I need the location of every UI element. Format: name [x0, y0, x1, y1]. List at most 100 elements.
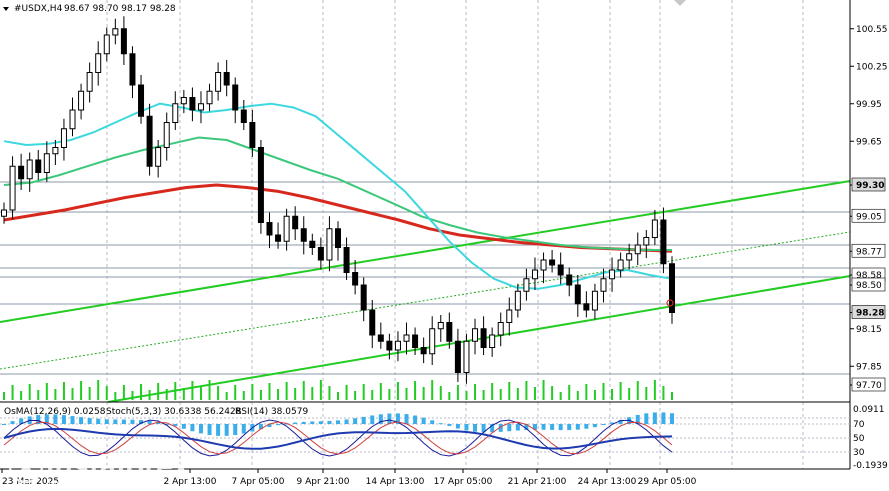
volume-bar	[37, 390, 40, 400]
candle	[446, 312, 453, 349]
osma-bar	[438, 423, 443, 425]
candle	[146, 103, 153, 176]
volume-bar	[671, 392, 673, 400]
indicator-level-30: 30	[853, 448, 865, 458]
volume-bar	[396, 382, 399, 400]
volume-bar	[285, 382, 288, 400]
volume-bar	[431, 380, 434, 400]
brand-name: instaforex	[46, 450, 190, 483]
time-tick-label: 17 Apr 05:00	[434, 477, 493, 487]
candle	[240, 100, 247, 130]
candle	[163, 112, 170, 161]
ma-fast-cyan-line	[3, 102, 673, 290]
osma-bar	[53, 414, 58, 424]
osma-bar	[652, 412, 657, 424]
volume-bar	[311, 387, 314, 400]
volume-bar	[3, 392, 5, 400]
candle	[292, 206, 299, 240]
candle	[669, 256, 675, 324]
candle	[489, 327, 496, 357]
price-tick-label: 100.25	[856, 62, 888, 72]
ohlc-values: 98.67 98.70 98.17 98.28	[64, 4, 176, 14]
volume-bar	[525, 381, 528, 400]
candle	[660, 207, 667, 274]
volume-bar	[568, 385, 571, 400]
candle	[472, 318, 479, 355]
volume-bar	[593, 390, 596, 400]
osma-bar	[532, 424, 537, 430]
osma-bar	[233, 424, 238, 436]
osma-bar	[284, 423, 289, 425]
brand-watermark: instaforex Instant Forex Trading	[8, 448, 190, 490]
price-level-box	[851, 243, 886, 258]
volume-bar	[20, 391, 23, 400]
candle	[617, 252, 624, 278]
volume-bar	[199, 387, 202, 400]
volume-bar	[268, 383, 271, 400]
candle	[651, 210, 658, 245]
volume-bar	[182, 388, 185, 400]
indicator-level-70: 70	[853, 420, 865, 430]
price-tick-label: 98.77	[856, 247, 882, 257]
candles	[1, 16, 675, 384]
osma-bar	[404, 414, 409, 424]
candle	[283, 208, 290, 251]
candle	[215, 62, 222, 101]
osma-bar	[353, 418, 358, 424]
candle	[223, 60, 230, 97]
volume-bar	[165, 389, 168, 400]
candle	[180, 90, 187, 114]
channel-mid	[0, 231, 851, 370]
price-level-box	[851, 305, 886, 319]
osma-bar	[301, 421, 306, 424]
osma-bar	[216, 424, 221, 436]
osma-bar	[96, 418, 101, 424]
osma-bar	[490, 424, 495, 433]
candle	[549, 250, 556, 273]
osma-bar	[498, 424, 503, 432]
scroll-marker-icon	[674, 0, 686, 6]
price-tick-label: 98.50	[856, 281, 882, 291]
osma-bar	[79, 417, 84, 424]
volume-bar	[319, 380, 322, 400]
osma-bar	[156, 422, 161, 424]
time-tick-label: 24 Apr 13:00	[578, 477, 637, 487]
candle	[43, 141, 50, 182]
candle	[300, 216, 307, 255]
volume-bar	[379, 383, 382, 400]
candle	[78, 83, 85, 120]
volume-bar	[559, 392, 562, 400]
candle	[463, 333, 470, 384]
osma-bar	[318, 421, 323, 424]
osma-bar	[224, 424, 229, 436]
candle	[626, 243, 633, 270]
rsi-label: RSI(14) 38.0579	[235, 407, 308, 417]
candle	[386, 333, 393, 360]
candle	[257, 140, 264, 234]
symbol-label: #USDX,H4	[14, 4, 63, 14]
price-axis: 100.55 100.25 99.95 99.65 99.30 99.05 98.77 98.…	[850, 25, 888, 392]
candle	[412, 327, 419, 355]
price-tick-label: 99.05	[856, 212, 882, 222]
time-tick-label: 14 Apr 13:00	[366, 477, 425, 487]
time-tick-label: 21 Apr 21:00	[508, 477, 567, 487]
price-tick-label: 98.15	[856, 325, 882, 335]
osma-bar	[130, 419, 135, 424]
osma-bar	[10, 421, 15, 424]
price-level-box	[851, 208, 886, 223]
candle	[335, 221, 341, 261]
candle	[206, 83, 213, 112]
osma-bar	[198, 424, 203, 434]
volume-bar	[234, 385, 237, 400]
osma-bar	[336, 420, 340, 424]
volume-bar	[414, 381, 417, 400]
osma-bar	[601, 424, 606, 426]
candle	[275, 222, 282, 249]
candle	[574, 275, 581, 317]
osma-bar	[164, 424, 169, 425]
candle	[60, 118, 67, 161]
osma-bar	[661, 412, 666, 424]
time-tick-label: 2 Apr 13:00	[164, 477, 217, 487]
volume-bar	[157, 383, 160, 400]
